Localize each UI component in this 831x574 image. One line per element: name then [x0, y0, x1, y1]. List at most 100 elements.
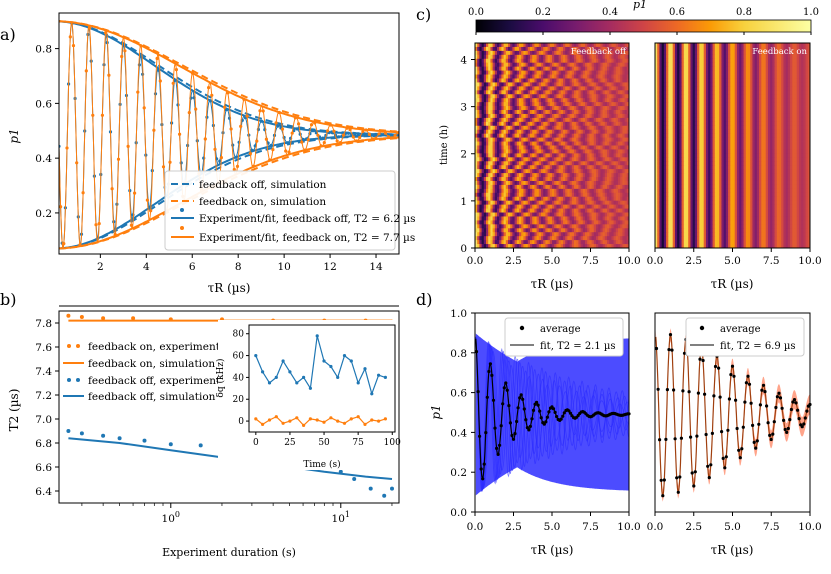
heatmap-cell	[598, 177, 601, 182]
heatmap-cell	[494, 94, 498, 99]
heatmap-cell	[508, 240, 511, 245]
heatmap-cell	[488, 121, 491, 127]
heatmap-cell	[790, 62, 793, 68]
heatmap-cell	[552, 141, 555, 146]
heatmap-cell	[745, 78, 749, 83]
heatmap-cell	[503, 98, 507, 103]
data-point-on	[120, 54, 124, 59]
heatmap-cell	[703, 62, 707, 68]
heatmap-cell	[699, 82, 702, 87]
heatmap-cell	[721, 54, 725, 60]
heatmap-cell	[549, 106, 553, 111]
heatmap-cell	[492, 216, 496, 221]
heatmap-cell	[714, 66, 718, 71]
heatmap-cell	[708, 78, 711, 83]
heatmap-cell	[512, 184, 515, 190]
heatmap-cell	[674, 70, 678, 75]
heatmap-cell	[552, 66, 555, 71]
heatmap-cell	[543, 177, 546, 182]
heatmap-cell	[523, 66, 526, 71]
heatmap-cell	[593, 86, 597, 91]
heatmap-cell	[497, 232, 500, 237]
heatmap-cell	[479, 117, 482, 123]
heatmap-cell	[519, 153, 522, 158]
heatmap-cell	[692, 86, 696, 91]
heatmap-cell	[510, 125, 513, 131]
heatmap-cell	[694, 62, 698, 68]
heatmap-cell	[587, 137, 590, 142]
heatmap-cell	[503, 66, 507, 71]
data-point-on	[223, 105, 227, 109]
heatmap-cell	[536, 106, 540, 111]
heatmap-cell	[587, 149, 590, 154]
heatmap-cell	[503, 50, 507, 56]
heatmap-cell	[486, 192, 489, 198]
heatmap-cell	[516, 145, 520, 150]
tick-label: 20	[233, 395, 245, 405]
heatmap-cell	[683, 50, 687, 56]
heatmap-cell	[499, 94, 502, 99]
heatmap-cell	[477, 188, 480, 194]
heatmap-cell	[486, 149, 489, 154]
heatmap-cell	[547, 157, 551, 162]
heatmap-cell	[512, 54, 515, 60]
heatmap-cell	[477, 74, 480, 79]
heatmap-cell	[688, 94, 691, 99]
heatmap-cell	[488, 62, 491, 68]
heatmap-cell	[743, 66, 747, 71]
heatmap-cell	[655, 90, 658, 95]
heatmap-cell	[587, 157, 590, 162]
heatmap-cell	[611, 82, 614, 87]
heatmap-cell	[620, 113, 623, 119]
heatmap-cell	[494, 188, 498, 194]
heatmap-cell	[490, 161, 493, 166]
heatmap-cell	[672, 82, 676, 87]
heatmap-cell	[541, 204, 544, 209]
heatmap-cell	[792, 54, 795, 60]
heatmap-cell	[686, 70, 689, 75]
heatmap-cell	[593, 145, 597, 150]
heatmap-cell	[538, 244, 542, 249]
heatmap-cell	[748, 82, 751, 87]
heatmap-cell	[494, 133, 498, 139]
heatmap-cell	[622, 173, 625, 178]
heatmap-cell	[510, 106, 513, 111]
heatmap-cell	[505, 145, 509, 150]
heatmap-cell	[618, 161, 621, 166]
heatmap-cell	[547, 173, 551, 178]
heatmap-cell	[516, 196, 520, 202]
heatmap-cell	[596, 106, 599, 111]
heatmap-cell	[591, 46, 595, 52]
heatmap-cell	[525, 165, 529, 170]
heatmap-cell	[521, 78, 524, 83]
heatmap-cell	[541, 74, 544, 79]
heatmap-cell	[523, 117, 526, 123]
heatmap-cell	[514, 165, 518, 170]
heatmap-cell	[475, 133, 478, 139]
heatmap-cell	[611, 208, 614, 213]
heatmap-cell	[582, 54, 586, 60]
heatmap-cell	[549, 196, 553, 202]
heatmap-cell	[591, 82, 595, 87]
heatmap-cell	[596, 78, 599, 83]
heatmap-cell	[532, 62, 535, 68]
heatmap-cell	[779, 86, 782, 91]
heatmap-cell	[697, 86, 700, 91]
heatmap-cell	[514, 192, 518, 198]
heatmap-cell	[602, 224, 606, 229]
heatmap-cell	[600, 244, 603, 249]
heatmap-cell	[536, 70, 540, 75]
data-point-on	[351, 135, 355, 139]
heatmap-cell	[510, 200, 513, 206]
heatmap-cell	[514, 220, 518, 225]
heatmap-cell	[655, 82, 658, 87]
heatmap-cell	[481, 133, 485, 139]
heatmap-cell	[475, 165, 478, 170]
heatmap-cell	[527, 102, 531, 107]
heatmap-cell	[490, 90, 493, 95]
heatmap-cell	[609, 133, 612, 139]
heatmap-cell	[803, 90, 806, 95]
heatmap-cell	[620, 82, 623, 87]
heatmap-cell	[571, 165, 575, 170]
heatmap-cell	[499, 240, 502, 245]
